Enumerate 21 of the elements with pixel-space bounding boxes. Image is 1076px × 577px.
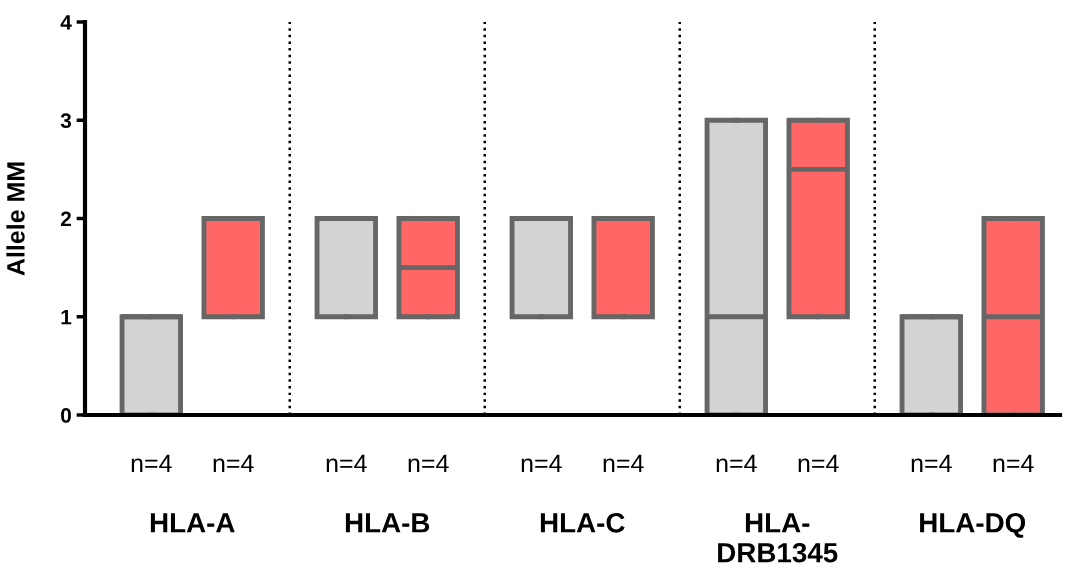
text: n=4 — [716, 454, 757, 473]
x-tick-label: HLA-C — [540, 512, 625, 533]
y-tick-label: 0 — [61, 408, 71, 423]
x-tick-label: HLA- DRB1345 — [718, 513, 838, 563]
y-tick-label: 3 — [60, 113, 72, 129]
text: n=4 — [408, 454, 449, 473]
y-tick-label: 4 — [60, 15, 72, 30]
text: n=4 — [326, 454, 367, 473]
x-tick-label: HLA-A — [150, 513, 235, 533]
text: n=4 — [798, 454, 839, 473]
text: n=4 — [993, 454, 1034, 473]
text: n=4 — [131, 454, 172, 473]
y-tick-label: 2 — [60, 211, 71, 227]
x-tick-label: HLA-DQ — [920, 512, 1026, 538]
text: n=4 — [213, 454, 254, 473]
y-tick-label: 1 — [61, 309, 72, 325]
text: n=4 — [911, 454, 952, 473]
y-axis-title: Allele MM — [6, 162, 25, 276]
text: n=4 — [603, 454, 644, 473]
text: n=4 — [521, 454, 562, 473]
x-tick-label: HLA-B — [345, 513, 430, 533]
